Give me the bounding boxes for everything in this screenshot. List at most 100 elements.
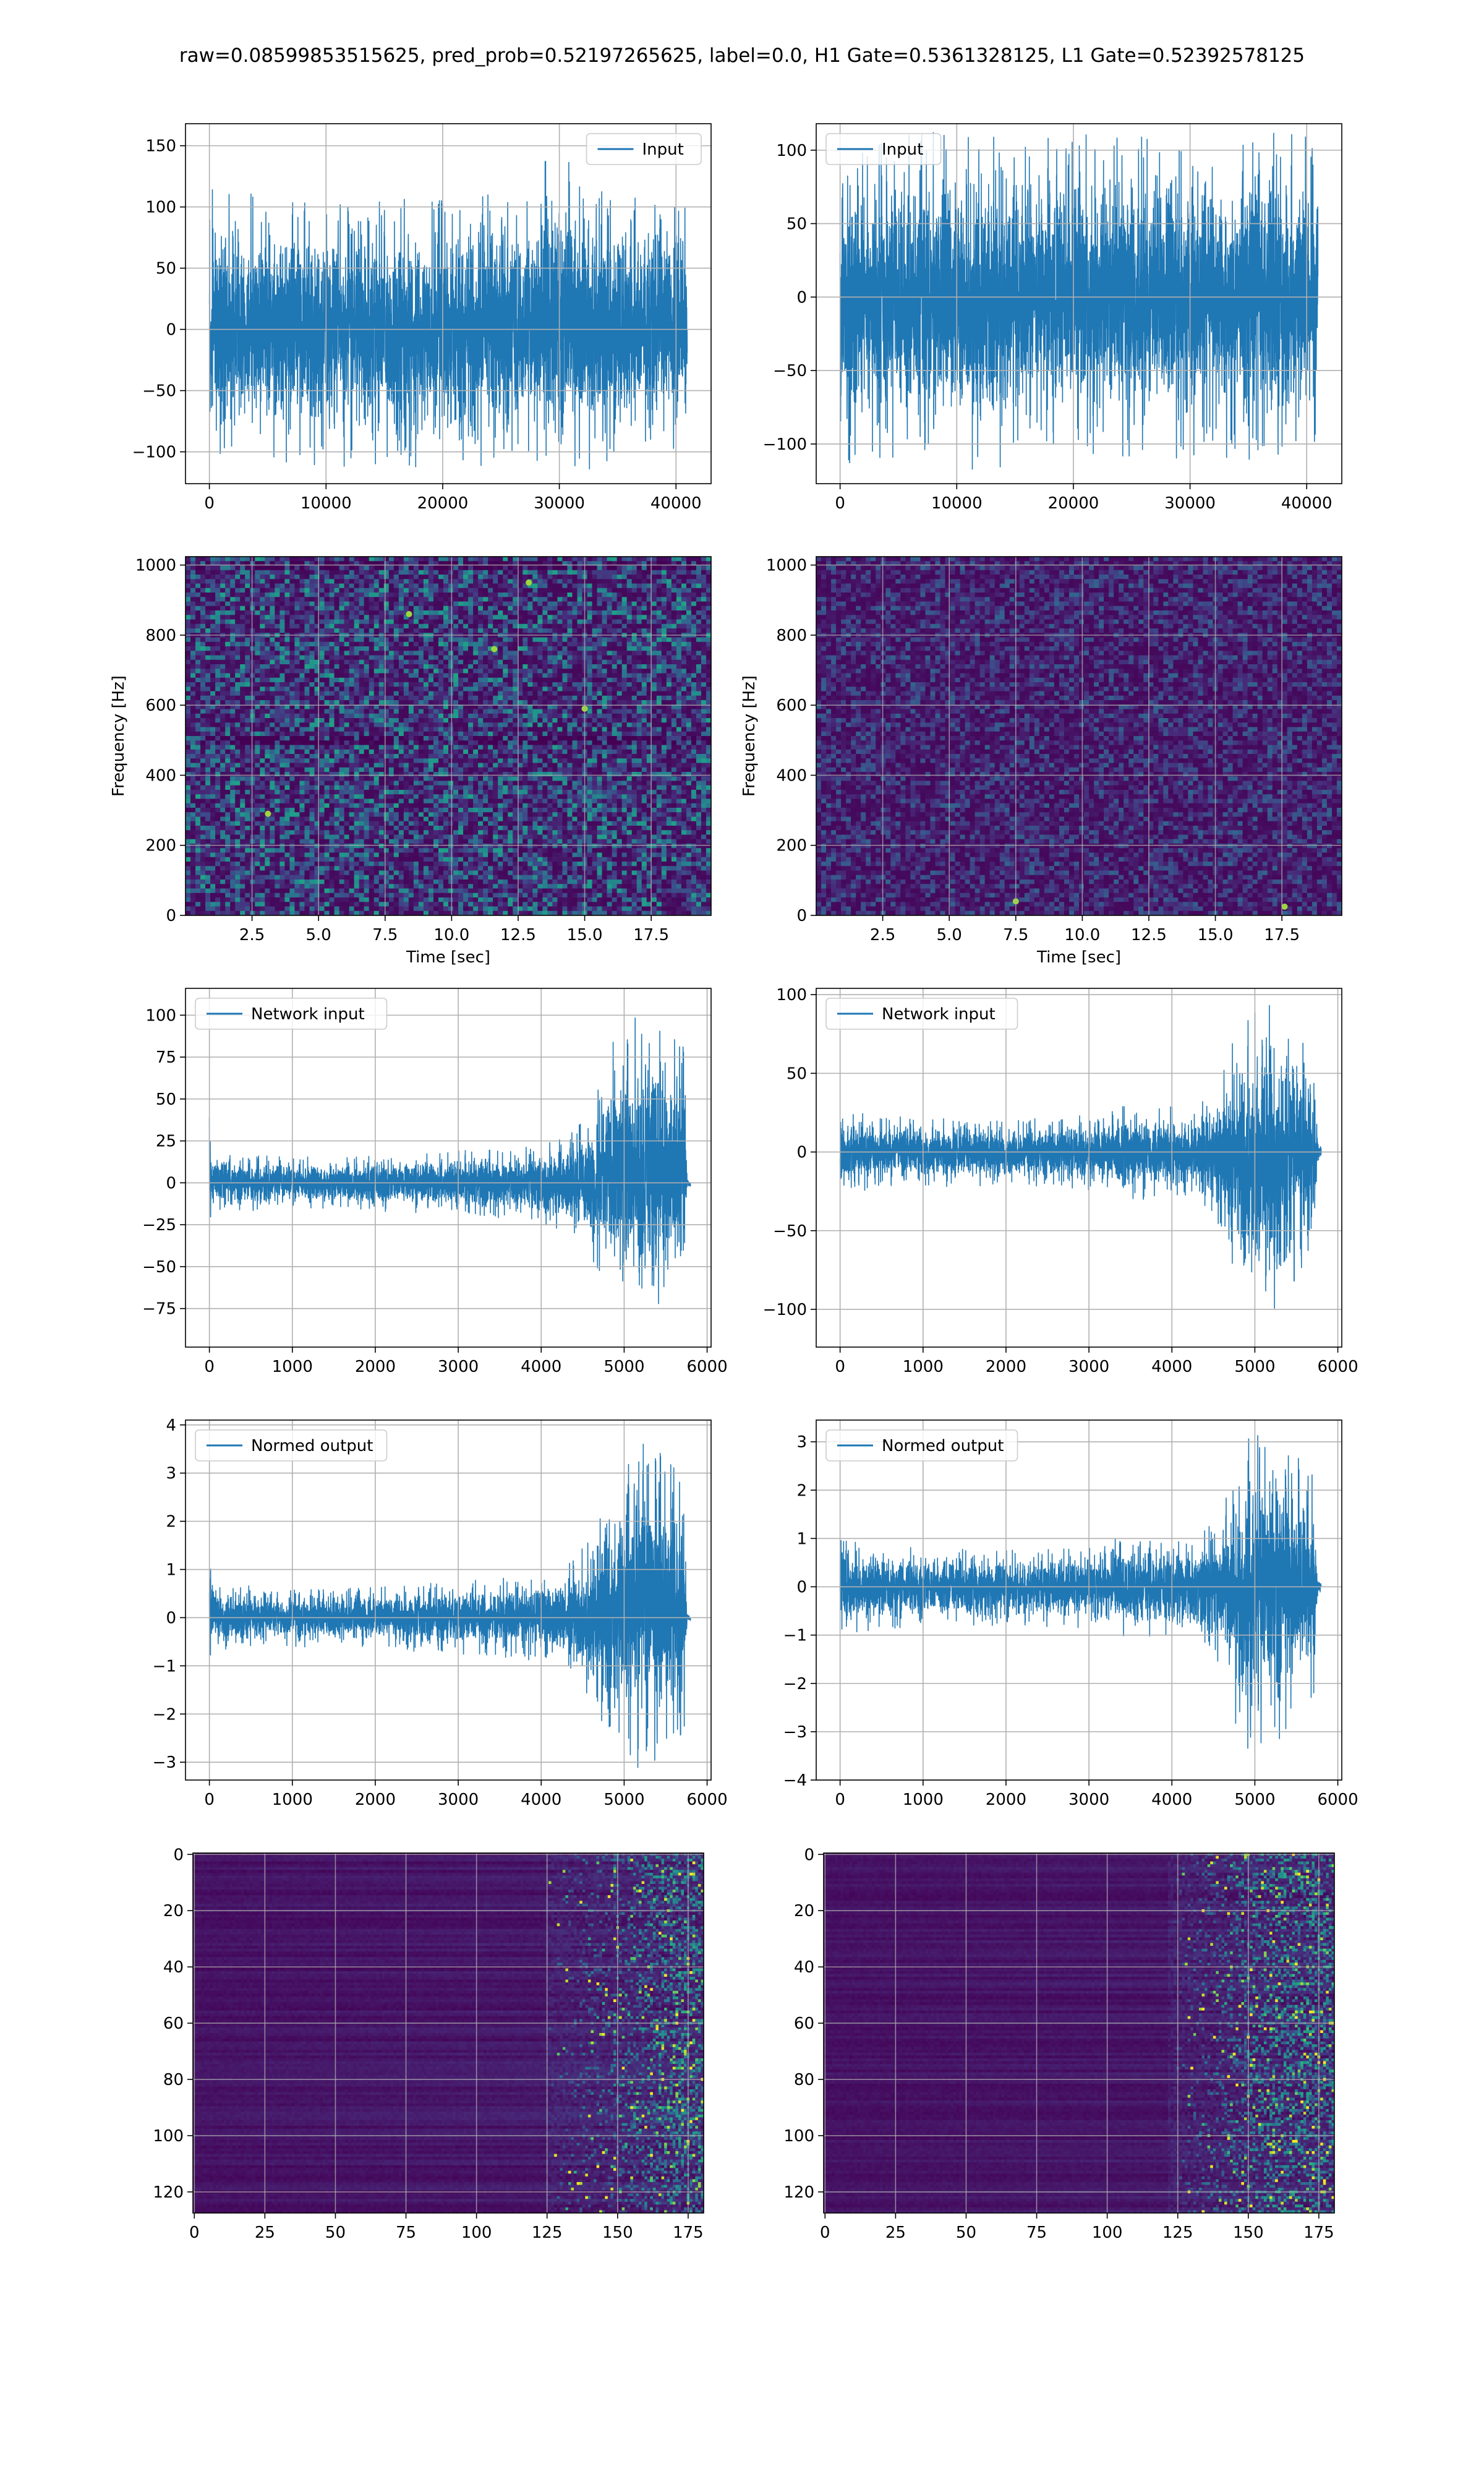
y-tick-label-4: 800 (145, 627, 176, 645)
x-tick-label-0: 0 (204, 1358, 215, 1376)
y-tick-label-6: 120 (153, 2183, 184, 2202)
x-tick-label-2: 20000 (1048, 494, 1099, 513)
x-tick-label-7: 175 (1303, 2224, 1334, 2242)
x-tick-label-1: 10000 (931, 494, 983, 513)
y-tick-label-5: 50 (156, 1090, 176, 1109)
spectrogram-hot-spot-4 (526, 580, 532, 586)
y-tick-label-5: 100 (153, 2127, 184, 2146)
subplot-l1-spectrogram: 2.5 5.0 7.5 10.0 12.5 15.0 17.5020040060080010… (740, 557, 1342, 967)
y-tick-label-0: −3 (153, 1753, 176, 1772)
x-tick-label-4: 100 (1092, 2224, 1123, 2242)
y-tick-label-1: −3 (783, 1723, 807, 1742)
x-tick-label-4: 40000 (650, 494, 702, 513)
x-tick-label-5: 125 (532, 2224, 563, 2242)
y-tick-label-4: 80 (794, 2071, 814, 2089)
y-tick-label-5: 100 (783, 2127, 814, 2146)
x-tick-label-3: 10.0 (433, 926, 469, 944)
y-tick-label-7: 100 (145, 1006, 176, 1025)
y-tick-label-2: 40 (794, 1958, 814, 1977)
x-tick-label-0: 0 (820, 2224, 830, 2242)
y-tick-label-4: 25 (156, 1132, 176, 1151)
y-tick-label-1: −50 (773, 1222, 807, 1241)
subplot-h1-spectrogram: 2.5 5.0 7.5 10.0 12.5 15.0 17.5020040060080010… (109, 557, 712, 967)
x-tick-label-0: 0 (835, 494, 845, 513)
x-tick-label-2: 20000 (417, 494, 469, 513)
x-axis-label-l1-spectrogram: Time [sec] (1036, 948, 1121, 967)
y-tick-label-1: 20 (163, 1902, 184, 1920)
y-tick-label-2: −2 (783, 1675, 807, 1693)
y-tick-label-4: 80 (163, 2071, 184, 2089)
x-tick-label-6: 6000 (1317, 1358, 1358, 1376)
y-tick-label-2: 0 (166, 321, 176, 340)
y-tick-label-1: −50 (142, 1258, 176, 1277)
y-tick-label-5: 1000 (135, 557, 176, 575)
x-tick-label-0: 0 (204, 1791, 215, 1809)
y-tick-label-0: −4 (783, 1771, 807, 1790)
legend-h1-network-input: Network input (195, 998, 387, 1029)
plot-area-l1-feature-map (824, 1853, 1335, 2214)
y-tick-label-3: 50 (787, 1064, 807, 1083)
spectrogram-hot-spot-3 (265, 811, 271, 817)
y-tick-label-1: −50 (773, 362, 807, 380)
x-tick-label-3: 30000 (534, 494, 585, 513)
feature-map-cells (193, 1853, 704, 2214)
spectrogram-hot-spot-0 (1281, 904, 1287, 910)
plot-area-h1-feature-map (193, 1853, 704, 2214)
legend-l1-normed-output: Normed output (826, 1430, 1018, 1461)
y-tick-label-4: 1 (166, 1561, 176, 1580)
x-tick-label-3: 75 (1026, 2224, 1047, 2242)
x-tick-label-5: 15.0 (1198, 926, 1234, 944)
x-tick-label-6: 150 (1233, 2224, 1264, 2242)
y-tick-label-0: 0 (804, 1846, 814, 1864)
plot-area-h1-spectrogram (186, 557, 712, 916)
spectrogram-hot-spot-0 (491, 646, 497, 653)
y-tick-label-5: 150 (145, 137, 176, 156)
x-tick-label-1: 10000 (301, 494, 352, 513)
x-tick-label-1: 1000 (272, 1358, 313, 1376)
legend-label-l1-network-input: Network input (882, 1005, 996, 1024)
x-tick-label-5: 15.0 (567, 926, 603, 944)
y-tick-label-6: 120 (783, 2183, 814, 2202)
legend-label-h1-input: Input (642, 140, 684, 159)
x-tick-label-0: 0 (189, 2224, 200, 2242)
y-tick-label-2: 400 (776, 766, 807, 785)
x-tick-label-1: 1000 (903, 1358, 944, 1376)
x-tick-label-5: 125 (1162, 2224, 1193, 2242)
x-tick-label-4: 40000 (1281, 494, 1333, 513)
y-tick-label-7: 3 (796, 1433, 807, 1452)
y-tick-label-3: 0 (166, 1609, 176, 1627)
x-tick-label-1: 1000 (903, 1791, 944, 1809)
x-tick-label-0: 2.5 (239, 926, 265, 944)
x-tick-label-4: 4000 (1151, 1358, 1192, 1376)
x-tick-label-4: 100 (461, 2224, 492, 2242)
y-tick-label-0: −75 (142, 1300, 176, 1319)
y-tick-label-5: 2 (166, 1513, 176, 1531)
y-tick-label-1: −2 (153, 1705, 176, 1724)
x-tick-label-3: 3000 (438, 1358, 479, 1376)
y-tick-label-1: −50 (142, 382, 176, 401)
spectrogram-hot-spot-2 (406, 611, 412, 617)
plot-area-l1-spectrogram (816, 557, 1342, 916)
y-tick-label-0: −100 (763, 1301, 807, 1319)
x-tick-label-4: 4000 (521, 1791, 561, 1809)
x-tick-label-4: 4000 (1151, 1791, 1192, 1809)
y-tick-label-6: 75 (156, 1048, 176, 1067)
y-tick-label-3: 50 (156, 260, 176, 278)
x-tick-label-4: 12.5 (500, 926, 536, 944)
x-tick-label-7: 175 (673, 2224, 704, 2242)
x-tick-label-2: 2000 (986, 1791, 1026, 1809)
x-tick-label-5: 5000 (1234, 1358, 1275, 1376)
legend-label-h1-normed-output: Normed output (251, 1437, 373, 1455)
x-tick-label-3: 75 (396, 2224, 416, 2242)
y-tick-label-6: 2 (796, 1481, 807, 1500)
x-tick-label-3: 3000 (1068, 1791, 1109, 1809)
x-tick-label-6: 17.5 (633, 926, 669, 944)
x-tick-label-4: 4000 (521, 1358, 561, 1376)
y-tick-label-6: 3 (166, 1465, 176, 1483)
y-tick-label-3: −1 (783, 1627, 807, 1645)
x-tick-label-3: 10.0 (1064, 926, 1100, 944)
x-tick-label-6: 150 (602, 2224, 633, 2242)
y-tick-label-3: 50 (787, 215, 807, 234)
y-tick-label-5: 1000 (766, 557, 807, 575)
